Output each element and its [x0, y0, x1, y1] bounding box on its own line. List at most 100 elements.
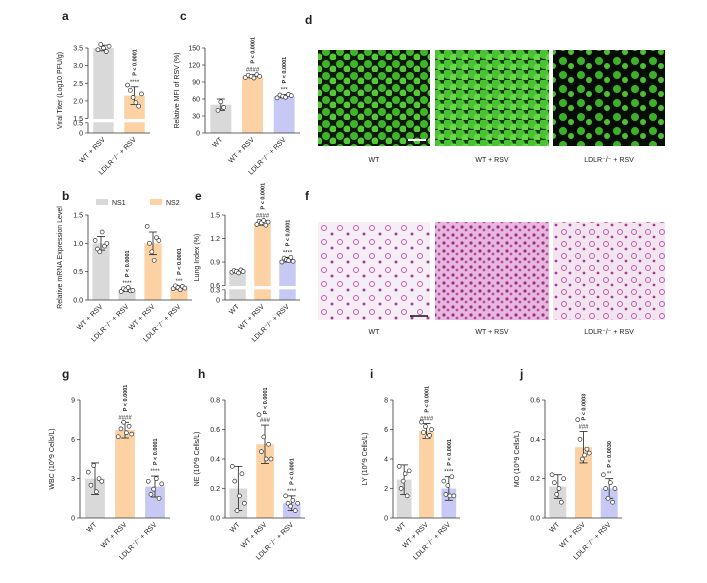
data-point	[288, 503, 293, 509]
y-tick-label: 0.5	[73, 269, 83, 276]
p-value: P < 0.0001	[261, 183, 267, 210]
data-point	[240, 269, 246, 274]
panel-letter: d	[305, 13, 312, 27]
p-value: P < 0.0001	[447, 439, 453, 466]
y-tick-label: 2.5	[73, 81, 83, 88]
panel-letter: h	[198, 367, 205, 381]
data-point	[97, 249, 103, 255]
bar	[549, 486, 567, 518]
data-point	[156, 495, 162, 501]
significance-stars: ####	[246, 68, 260, 74]
y-tick-label: 0	[216, 298, 220, 305]
data-point	[127, 87, 133, 93]
y-tick-label: 1.5	[73, 213, 83, 220]
significance-stars: ####	[118, 415, 132, 421]
p-value: P < 0.0001	[425, 386, 431, 413]
bar	[92, 243, 110, 300]
bar	[273, 96, 295, 133]
y-axis-label: MO (10^9 Cells/L)	[514, 431, 521, 487]
x-tick-label: WT	[212, 136, 225, 149]
micrograph	[318, 222, 430, 320]
y-tick-label: 2.0	[73, 98, 83, 105]
x-tick-label: WT + RSV	[228, 136, 257, 165]
p-value: P < 0.0001	[263, 387, 269, 414]
data-point	[441, 478, 447, 484]
data-point	[241, 500, 247, 506]
bar	[93, 48, 114, 133]
y-tick-label: 6	[71, 437, 75, 444]
caption: LDLR⁻/⁻ + RSV	[584, 329, 634, 336]
data-point	[421, 430, 426, 435]
data-point	[288, 254, 294, 260]
y-tick-label: 4	[384, 457, 388, 464]
bar	[118, 289, 136, 300]
data-point	[610, 499, 615, 505]
data-point	[265, 219, 271, 225]
data-point	[575, 417, 581, 423]
data-point	[447, 493, 453, 499]
data-point	[91, 463, 97, 468]
panel-letter: c	[180, 9, 187, 23]
data-point	[549, 472, 555, 478]
y-tick-label: 0.0	[530, 516, 540, 523]
data-point	[404, 493, 410, 499]
y-tick-label: 2	[384, 486, 388, 493]
data-point	[99, 229, 105, 235]
bar	[210, 104, 232, 133]
data-point	[283, 94, 288, 100]
y-tick-label: 1.5	[73, 116, 83, 123]
significance-stars: ****	[130, 80, 140, 86]
y-tick-label: 0.4	[210, 457, 220, 464]
p-value: P < 0.0001	[282, 57, 288, 84]
data-point	[215, 107, 221, 113]
significance-stars: ****	[287, 489, 297, 495]
data-point	[257, 73, 262, 79]
significance-stars: ****	[150, 469, 160, 475]
data-point	[129, 431, 135, 437]
data-point	[582, 452, 588, 458]
y-tick-label: 3.5	[73, 46, 83, 53]
data-point	[92, 238, 98, 243]
data-point	[445, 483, 451, 488]
y-axis-label: NE (10^9 Cells/L)	[194, 432, 201, 487]
data-point	[104, 240, 110, 246]
data-point	[156, 238, 162, 243]
data-point	[603, 486, 609, 491]
data-point	[101, 45, 106, 51]
y-tick-label: 8	[384, 398, 388, 405]
data-point	[292, 508, 298, 513]
significance-stars: ***	[175, 279, 183, 285]
data-point	[586, 450, 592, 456]
y-tick-label: 1.0	[73, 241, 83, 248]
legend-label: NS2	[166, 200, 180, 207]
data-point	[254, 222, 260, 227]
data-point	[400, 478, 406, 484]
data-point	[85, 469, 91, 475]
data-point	[601, 472, 606, 478]
data-point	[561, 476, 566, 482]
data-point	[285, 500, 291, 506]
significance-stars: ****	[122, 281, 132, 287]
x-tick-label: WT	[395, 521, 408, 534]
y-tick-label: 0	[384, 516, 388, 523]
y-tick-label: 0.2	[530, 476, 540, 483]
data-point	[232, 478, 238, 484]
data-point	[283, 493, 289, 499]
x-tick-label: WT	[549, 521, 562, 534]
data-point	[234, 508, 240, 513]
y-tick-label: 30	[192, 114, 200, 121]
caption: WT	[369, 157, 381, 164]
data-point	[98, 42, 104, 47]
p-value: P < 0.0003	[582, 394, 588, 421]
p-value: P < 0.0001	[125, 250, 131, 277]
data-point	[93, 489, 99, 495]
micrograph	[318, 50, 430, 146]
y-tick-label: 1.5	[210, 213, 220, 220]
caption: WT + RSV	[475, 157, 508, 164]
data-point	[133, 100, 139, 106]
data-point	[266, 441, 271, 447]
y-tick-label: 90	[192, 80, 200, 87]
data-point	[148, 492, 154, 497]
y-tick-label: 0	[71, 516, 75, 523]
